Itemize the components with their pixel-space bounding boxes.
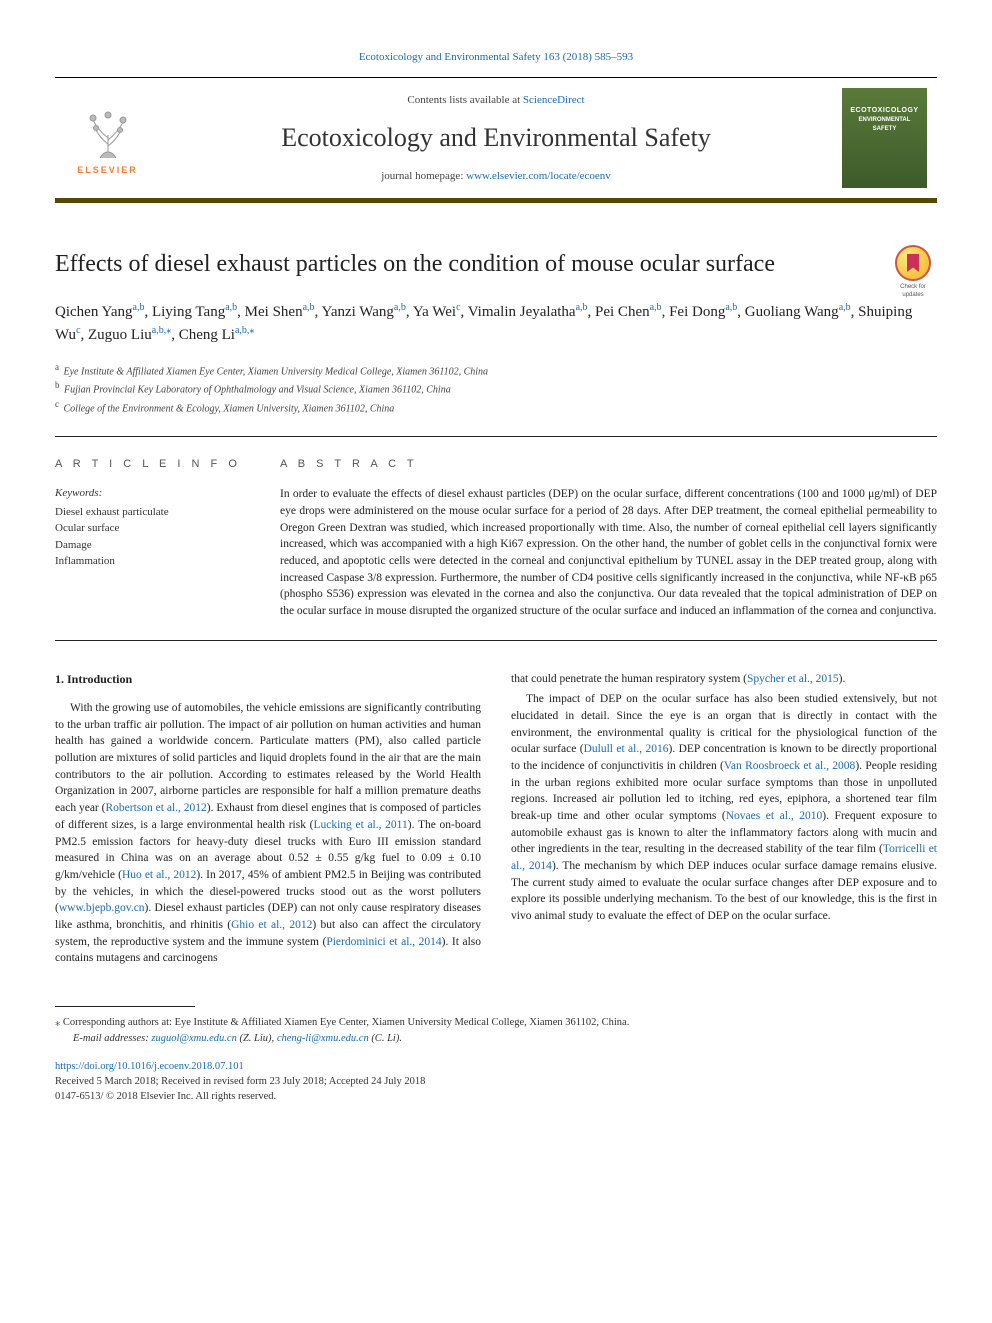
author: Guoliang Wang (745, 304, 839, 320)
doi: https://doi.org/10.1016/j.ecoenv.2018.07… (55, 1060, 937, 1075)
publisher-logo-cell: ELSEVIER (55, 78, 160, 198)
author: Liying Tang (152, 304, 225, 320)
author-affiliation-sup: a,b (650, 302, 662, 313)
body-columns: 1. Introduction With the growing use of … (55, 671, 937, 971)
author-affiliation-sup: a,b, (152, 325, 166, 336)
citation-link[interactable]: Pierdominici et al., 2014 (326, 936, 441, 948)
corresponding-emails: E-mail addresses: zuguol@xmu.edu.cn (Z. … (55, 1031, 937, 1047)
keywords-label: Keywords: (55, 486, 255, 501)
received-dates: Received 5 March 2018; Received in revis… (55, 1075, 937, 1090)
citation-link[interactable]: www.bjepb.gov.cn (59, 902, 145, 914)
authors-line: Qichen Yang a,b, Liying Tang a,b, Mei Shen… (55, 300, 937, 347)
footer-separator (55, 1006, 195, 1007)
divider (55, 640, 937, 641)
journal-banner: ELSEVIER Contents lists available at Sci… (55, 77, 937, 203)
affiliation: a Eye Institute & Affiliated Xiamen Eye … (55, 361, 937, 379)
homepage-link[interactable]: www.elsevier.com/locate/ecoenv (466, 170, 611, 182)
article-info-label: A R T I C L E I N F O (55, 457, 255, 472)
abstract-label: A B S T R A C T (280, 457, 937, 472)
keyword: Inflammation (55, 553, 255, 570)
author: Fei Dong (669, 304, 725, 320)
body-right-column: that could penetrate the human respirato… (511, 671, 937, 971)
corresponding-star-icon: ⁎ (166, 325, 171, 336)
elsevier-tree-icon (78, 100, 138, 160)
keyword: Damage (55, 537, 255, 554)
body-left-column: 1. Introduction With the growing use of … (55, 671, 481, 971)
affiliations: a Eye Institute & Affiliated Xiamen Eye … (55, 361, 937, 416)
author: Pei Chen (595, 304, 650, 320)
author-affiliation-sup: a,b (394, 302, 406, 313)
citation-link[interactable]: Torricelli et al., 2014 (511, 843, 937, 872)
doi-link[interactable]: https://doi.org/10.1016/j.ecoenv.2018.07… (55, 1061, 244, 1072)
citation-link[interactable]: Ecotoxicology and Environmental Safety 1… (359, 51, 633, 63)
author-affiliation-sup: a,b (133, 302, 145, 313)
article-title: Effects of diesel exhaust particles on t… (55, 248, 937, 282)
author-affiliation-sup: a,b (725, 302, 737, 313)
crossmark-icon (895, 245, 931, 281)
author-affiliation-sup: a,b (576, 302, 588, 313)
citation-link[interactable]: Spycher et al., 2015 (747, 673, 839, 685)
sciencedirect-link[interactable]: ScienceDirect (523, 94, 585, 106)
cover-line3: SAFETY (873, 125, 897, 133)
keyword: Diesel exhaust particulate (55, 504, 255, 521)
citation-link[interactable]: Van Roosbroeck et al., 2008 (724, 760, 855, 772)
copyright: 0147-6513/ © 2018 Elsevier Inc. All righ… (55, 1090, 937, 1105)
citation-link[interactable]: Ghio et al., 2012 (231, 919, 312, 931)
citation-link[interactable]: Lucking et al., 2011 (313, 819, 407, 831)
publisher-name: ELSEVIER (77, 164, 138, 177)
author: Cheng Li (179, 327, 235, 343)
email-link-1[interactable]: zuguol@xmu.edu.cn (151, 1033, 236, 1044)
affiliation: b Fujian Provincial Key Laboratory of Op… (55, 379, 937, 397)
elsevier-logo: ELSEVIER (65, 91, 150, 186)
check-updates-badge[interactable]: Check for updates (889, 245, 937, 300)
email-link-2[interactable]: cheng-li@xmu.edu.cn (277, 1033, 369, 1044)
divider (55, 436, 937, 437)
citation-link[interactable]: Novaes et al., 2010 (726, 810, 823, 822)
corresponding-star-icon: ⁎ (249, 325, 254, 336)
cover-line1: ECOTOXICOLOGY (850, 106, 918, 116)
journal-cover-cell: ECOTOXICOLOGY ENVIRONMENTAL SAFETY (832, 78, 937, 198)
author: Zuguo Liu (88, 327, 152, 343)
check-updates-label: Check for updates (889, 283, 937, 300)
author-affiliation-sup: c (456, 302, 460, 313)
author-affiliation-sup: c (76, 325, 80, 336)
author: Ya Wei (413, 304, 456, 320)
author-affiliation-sup: a,b (303, 302, 315, 313)
affiliation: c College of the Environment & Ecology, … (55, 398, 937, 416)
section-heading: 1. Introduction (55, 671, 481, 688)
cover-line2: ENVIRONMENTAL (859, 116, 911, 124)
abstract-text: In order to evaluate the effects of dies… (280, 486, 937, 619)
homepage-line: journal homepage: www.elsevier.com/locat… (170, 169, 822, 184)
author: Yanzi Wang (321, 304, 393, 320)
author: Qichen Yang (55, 304, 133, 320)
author: Vimalin Jeyalatha (468, 304, 576, 320)
citation-link[interactable]: Robertson et al., 2012 (105, 802, 206, 814)
author-affiliation-sup: a,b (839, 302, 851, 313)
keyword: Ocular surface (55, 520, 255, 537)
author: Mei Shen (245, 304, 303, 320)
citation-link[interactable]: Huo et al., 2012 (122, 869, 196, 881)
journal-title: Ecotoxicology and Environmental Safety (170, 120, 822, 156)
corresponding-author: ⁎ Corresponding authors at: Eye Institut… (55, 1015, 937, 1031)
contents-line: Contents lists available at ScienceDirec… (170, 93, 822, 108)
journal-cover: ECOTOXICOLOGY ENVIRONMENTAL SAFETY (842, 88, 927, 188)
author-affiliation-sup: a,b, (235, 325, 249, 336)
citation-link[interactable]: Dulull et al., 2016 (584, 743, 669, 755)
header-citation: Ecotoxicology and Environmental Safety 1… (55, 50, 937, 65)
author-affiliation-sup: a,b (225, 302, 237, 313)
